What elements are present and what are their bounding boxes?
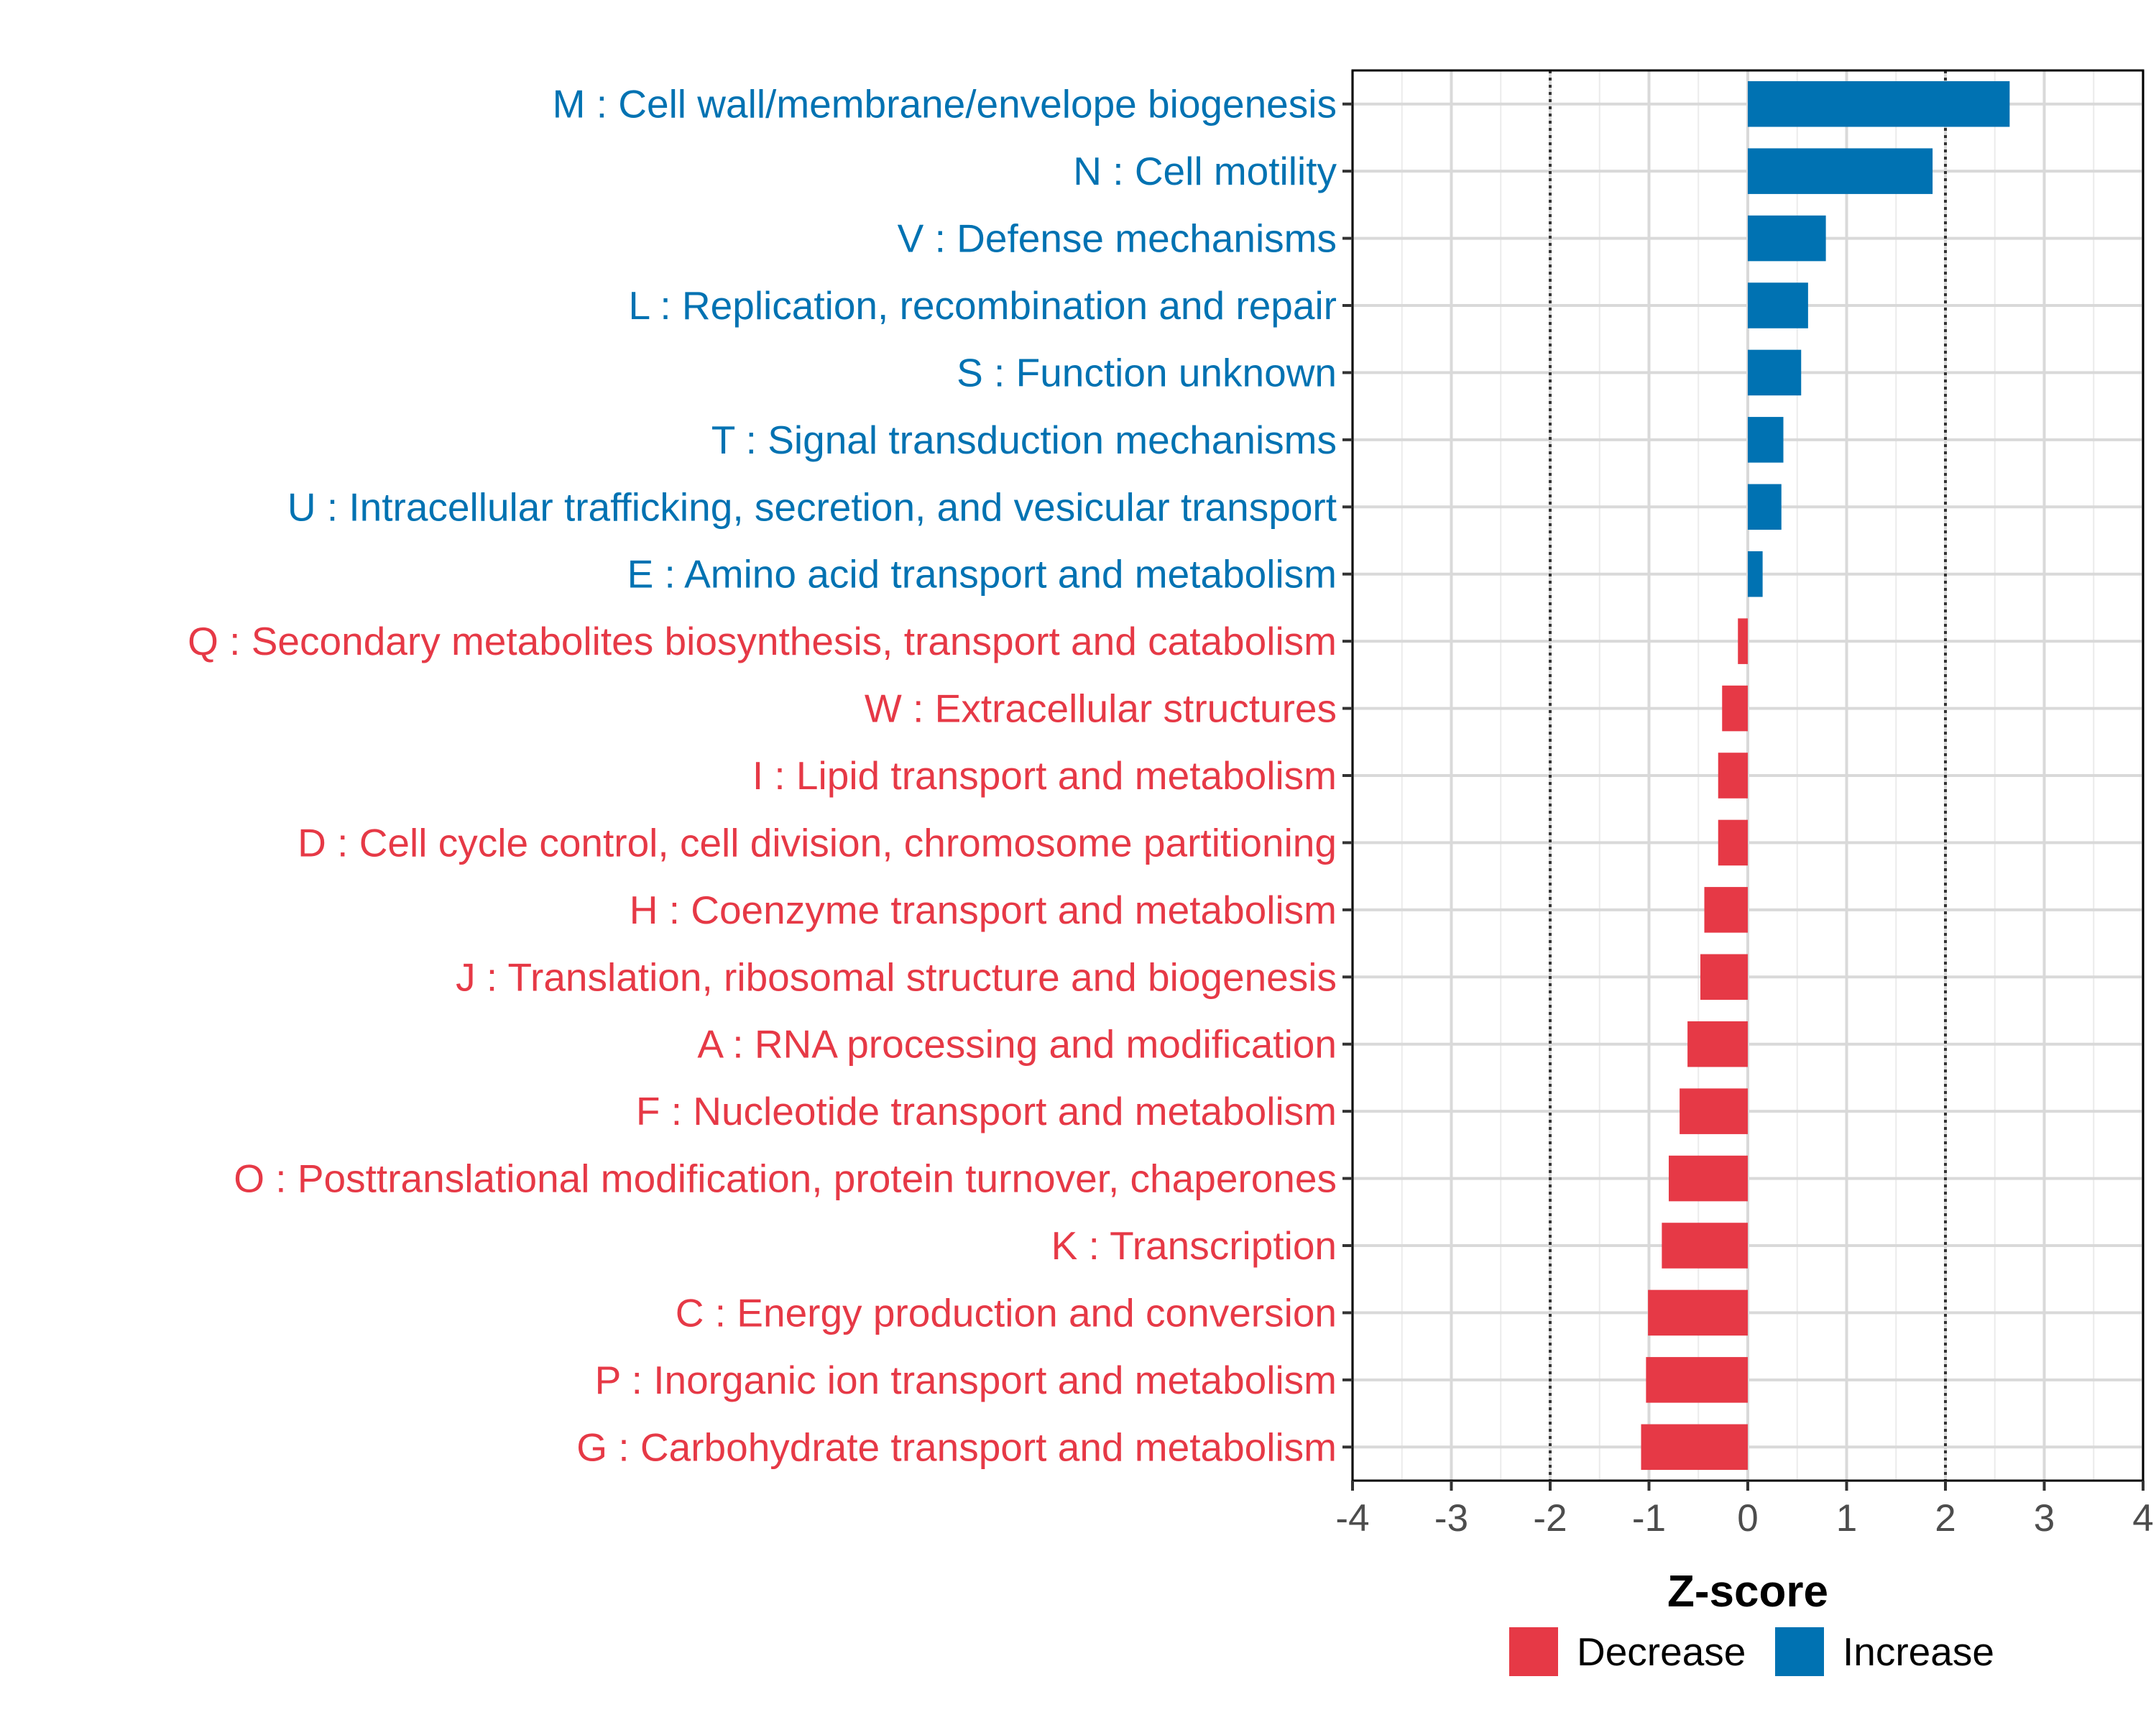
category-label: T : Signal transduction mechanisms	[711, 418, 1337, 462]
category-label: E : Amino acid transport and metabolism	[627, 552, 1337, 597]
threshold-lines	[1549, 70, 1947, 1481]
bar	[1748, 282, 1808, 328]
bar	[1748, 551, 1763, 597]
category-label: F : Nucleotide transport and metabolism	[636, 1089, 1337, 1133]
category-label: A : RNA processing and modification	[697, 1022, 1337, 1067]
bar	[1748, 417, 1784, 463]
legend-key	[1509, 1627, 1558, 1676]
x-tick-label: -4	[1335, 1497, 1369, 1540]
x-tick-label: 3	[2034, 1497, 2055, 1540]
category-label: Q : Secondary metabolites biosynthesis, …	[188, 619, 1337, 663]
bar	[1648, 1289, 1748, 1336]
y-axis-ticks	[1342, 102, 1353, 1449]
category-label: I : Lipid transport and metabolism	[752, 753, 1337, 798]
bar	[1669, 1155, 1748, 1202]
bar	[1700, 954, 1748, 1000]
category-label: G : Carbohydrate transport and metabolis…	[576, 1425, 1337, 1469]
legend-label: Decrease	[1577, 1629, 1746, 1674]
category-label: M : Cell wall/membrane/envelope biogenes…	[553, 82, 1337, 126]
category-label: W : Extracellular structures	[865, 686, 1337, 731]
x-tick-label: 4	[2132, 1497, 2153, 1540]
bar	[1687, 1021, 1748, 1067]
x-axis-ticks: -4 -3 -2 -1 0 1 2 3 4	[1335, 1481, 2154, 1540]
bar	[1722, 685, 1748, 732]
bar	[1748, 148, 1933, 194]
bar	[1748, 349, 1802, 396]
x-tick-label: -3	[1434, 1497, 1468, 1540]
x-tick-label: -2	[1533, 1497, 1567, 1540]
category-label: C : Energy production and conversion	[676, 1290, 1337, 1335]
bar	[1718, 753, 1748, 799]
category-label: N : Cell motility	[1073, 149, 1337, 193]
bar	[1680, 1088, 1748, 1134]
x-tick-label: 1	[1836, 1497, 1857, 1540]
x-axis-title: Z-score	[1667, 1567, 1828, 1616]
bar	[1641, 1424, 1748, 1471]
category-labels: M : Cell wall/membrane/envelope biogenes…	[188, 82, 1337, 1470]
legend-label: Increase	[1843, 1629, 1994, 1674]
legend-key	[1775, 1627, 1824, 1676]
bar	[1704, 887, 1748, 933]
x-tick-label: 0	[1737, 1497, 1758, 1540]
bar	[1748, 484, 1782, 530]
category-label: P : Inorganic ion transport and metaboli…	[595, 1358, 1337, 1402]
category-label: S : Function unknown	[957, 350, 1337, 395]
bar	[1646, 1357, 1748, 1403]
bar	[1748, 215, 1826, 262]
bar	[1662, 1223, 1748, 1269]
bar	[1738, 618, 1748, 664]
category-label: K : Transcription	[1051, 1223, 1337, 1268]
bar	[1748, 80, 2010, 127]
category-label: V : Defense mechanisms	[898, 216, 1337, 261]
legend: Decrease Increase	[1509, 1627, 1994, 1676]
category-label: O : Posttranslational modification, prot…	[234, 1156, 1337, 1201]
category-label: H : Coenzyme transport and metabolism	[630, 888, 1337, 932]
category-label: D : Cell cycle control, cell division, c…	[298, 820, 1337, 865]
category-label: J : Translation, ribosomal structure and…	[456, 954, 1337, 999]
x-tick-label: 2	[1935, 1497, 1955, 1540]
x-tick-label: -1	[1632, 1497, 1666, 1540]
bar-series	[1641, 80, 2010, 1471]
bar	[1718, 819, 1748, 866]
category-label: U : Intracellular trafficking, secretion…	[287, 484, 1337, 529]
category-label: L : Replication, recombination and repai…	[629, 283, 1337, 328]
